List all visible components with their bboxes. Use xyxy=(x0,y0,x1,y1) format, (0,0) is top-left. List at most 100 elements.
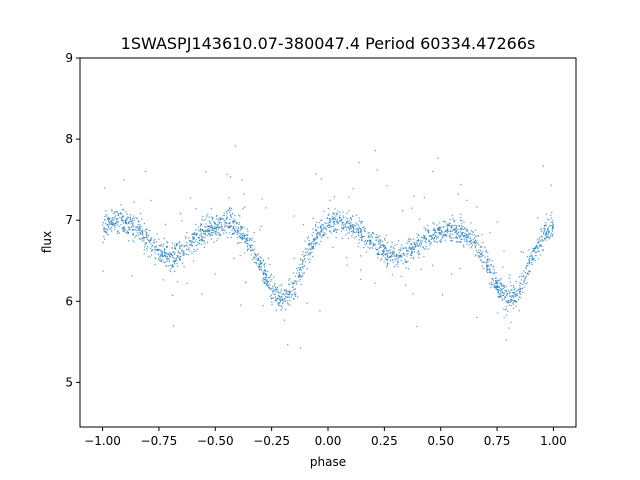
scatter-point xyxy=(252,249,254,251)
scatter-point xyxy=(361,230,363,232)
scatter-point xyxy=(464,234,466,236)
scatter-point xyxy=(508,277,510,279)
scatter-point xyxy=(234,230,236,233)
scatter-point xyxy=(338,216,341,218)
scatter-point xyxy=(144,231,146,233)
scatter-point xyxy=(278,296,280,298)
scatter-point xyxy=(495,282,497,284)
scatter-point xyxy=(424,229,427,231)
scatter-point xyxy=(149,229,151,232)
scatter-point xyxy=(516,301,518,303)
scatter-point xyxy=(102,227,105,229)
scatter-point xyxy=(535,246,537,248)
scatter-point xyxy=(334,219,336,221)
scatter-point xyxy=(312,239,314,241)
scatter-point xyxy=(486,266,488,268)
scatter-point xyxy=(302,272,304,274)
scatter-point xyxy=(264,282,267,284)
scatter-point xyxy=(447,224,449,227)
scatter-point xyxy=(539,236,541,238)
scatter-point xyxy=(156,248,158,250)
scatter-point xyxy=(336,218,338,221)
scatter-point xyxy=(550,184,552,186)
scatter-point xyxy=(430,235,432,237)
scatter-point xyxy=(249,245,251,247)
scatter-point xyxy=(226,222,228,224)
scatter-point xyxy=(111,218,113,220)
scatter-point xyxy=(528,260,530,262)
scatter-point xyxy=(552,233,554,235)
scatter-point xyxy=(122,222,124,224)
scatter-point xyxy=(445,235,447,238)
scatter-point xyxy=(146,236,148,238)
scatter-point xyxy=(520,275,522,277)
scatter-point xyxy=(465,239,468,241)
scatter-point xyxy=(420,243,423,245)
scatter-point xyxy=(320,225,322,228)
scatter-point xyxy=(371,247,374,249)
scatter-point xyxy=(208,220,210,222)
scatter-point xyxy=(201,243,203,245)
scatter-point xyxy=(500,292,502,295)
scatter-point xyxy=(464,232,466,234)
scatter-point xyxy=(226,215,228,217)
scatter-point xyxy=(531,262,533,264)
scatter-point xyxy=(480,252,483,255)
scatter-point xyxy=(249,246,251,249)
scatter-point xyxy=(398,254,401,257)
scatter-point xyxy=(363,226,365,228)
scatter-point xyxy=(274,300,276,302)
scatter-point xyxy=(547,236,549,238)
scatter-point xyxy=(155,249,157,251)
scatter-point xyxy=(141,238,143,240)
scatter-point xyxy=(208,216,210,218)
scatter-point xyxy=(139,226,141,229)
scatter-point xyxy=(423,237,425,239)
scatter-point xyxy=(320,230,322,232)
scatter-point xyxy=(148,240,150,242)
scatter-point xyxy=(211,234,213,236)
scatter-point xyxy=(112,219,114,221)
scatter-point xyxy=(251,239,253,241)
scatter-point xyxy=(179,244,181,247)
scatter-point xyxy=(488,258,490,260)
scatter-point xyxy=(269,275,271,277)
scatter-point xyxy=(526,282,528,284)
scatter-point xyxy=(150,238,152,241)
scatter-point xyxy=(552,223,554,225)
scatter-point xyxy=(259,260,261,263)
scatter-point xyxy=(425,239,427,241)
scatter-point xyxy=(232,225,235,228)
scatter-point xyxy=(456,241,458,243)
y-tick-label: 8 xyxy=(65,132,73,146)
scatter-point xyxy=(274,286,277,289)
scatter-point xyxy=(309,253,311,255)
scatter-point xyxy=(106,233,108,236)
scatter-point xyxy=(397,261,399,263)
scatter-point xyxy=(525,283,527,285)
scatter-point xyxy=(519,292,521,294)
scatter-point xyxy=(300,258,302,260)
scatter-point xyxy=(272,297,275,300)
scatter-point xyxy=(134,217,136,219)
scatter-point xyxy=(323,227,325,229)
scatter-point xyxy=(111,209,113,211)
scatter-point xyxy=(365,251,368,253)
scatter-point xyxy=(540,230,543,233)
scatter-point xyxy=(500,289,502,291)
scatter-point xyxy=(258,265,260,268)
scatter-point xyxy=(316,232,318,235)
scatter-point xyxy=(377,248,379,251)
scatter-point xyxy=(234,228,236,230)
scatter-point xyxy=(181,262,184,264)
scatter-point xyxy=(164,252,166,255)
scatter-point xyxy=(377,237,379,239)
scatter-point xyxy=(151,250,153,252)
scatter-point xyxy=(248,237,251,240)
scatter-point xyxy=(535,255,537,257)
scatter-point xyxy=(171,264,174,266)
scatter-point xyxy=(443,231,445,233)
scatter-point xyxy=(427,229,430,231)
scatter-point xyxy=(208,229,211,231)
scatter-point xyxy=(172,250,174,253)
